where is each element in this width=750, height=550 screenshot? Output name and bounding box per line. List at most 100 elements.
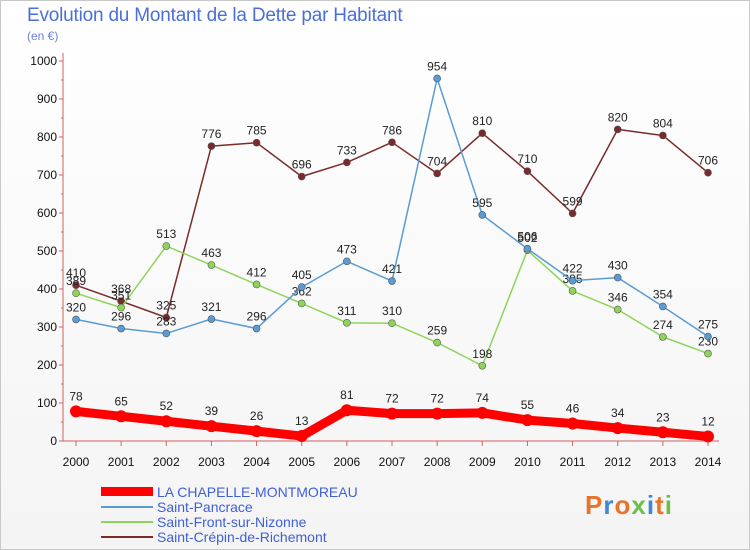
data-point <box>704 332 712 341</box>
data-point <box>297 283 306 291</box>
data-label: 274 <box>653 318 673 332</box>
legend-label: Saint-Front-sur-Nizonne <box>157 514 307 530</box>
data-label: 710 <box>517 152 537 166</box>
x-tick-label: 2007 <box>379 455 406 469</box>
data-label: 78 <box>69 389 83 403</box>
data-point <box>433 74 441 83</box>
data-label: 296 <box>247 310 267 324</box>
data-label: 473 <box>337 242 357 256</box>
chart-title: Evolution du Montant de la Dette par Hab… <box>27 5 403 26</box>
data-label: 785 <box>247 124 267 138</box>
data-label: 410 <box>66 266 86 280</box>
legend-label: Saint-Pancrace <box>157 499 253 515</box>
x-tick-label: 2009 <box>469 455 496 469</box>
data-point <box>207 315 216 323</box>
brand-logo: Proxiti <box>585 490 673 521</box>
data-point <box>295 430 308 443</box>
data-point <box>656 426 669 439</box>
logo-letter: P <box>585 490 604 520</box>
data-point <box>568 209 577 218</box>
data-label: 954 <box>427 59 447 73</box>
data-point <box>297 172 306 181</box>
y-tick-label: 300 <box>37 320 57 334</box>
logo-letter: i <box>646 490 656 520</box>
data-label: 595 <box>472 196 492 210</box>
data-label: 368 <box>111 282 131 296</box>
chart-unit: (en €) <box>27 29 59 43</box>
y-tick-label: 600 <box>37 206 57 220</box>
data-label: 39 <box>205 404 219 418</box>
logo-letter: r <box>603 490 615 520</box>
x-tick-label: 2012 <box>604 455 631 469</box>
data-label: 506 <box>517 230 537 244</box>
data-point <box>250 425 263 438</box>
data-label: 422 <box>563 262 583 276</box>
data-label: 72 <box>385 392 399 406</box>
data-label: 412 <box>247 265 267 279</box>
data-point <box>343 158 351 167</box>
data-point <box>478 361 487 370</box>
data-point <box>523 244 532 253</box>
data-point <box>115 410 128 423</box>
data-label: 74 <box>476 391 490 405</box>
data-point <box>162 242 171 250</box>
data-point <box>566 417 579 430</box>
data-label: 26 <box>250 409 264 423</box>
data-label: 320 <box>66 300 86 314</box>
data-point <box>613 273 622 282</box>
data-label: 325 <box>156 299 176 313</box>
data-label: 733 <box>337 143 357 157</box>
legend-swatch <box>101 536 153 538</box>
data-label: 706 <box>698 154 718 168</box>
y-tick-label: 1000 <box>30 54 57 68</box>
data-point <box>478 129 487 137</box>
data-label: 311 <box>337 304 356 318</box>
data-point <box>343 257 351 266</box>
data-label: 52 <box>160 399 174 413</box>
data-point <box>704 168 712 177</box>
data-point <box>117 324 125 333</box>
data-label: 786 <box>382 123 402 137</box>
data-point <box>433 338 441 347</box>
data-point <box>207 261 216 269</box>
data-label: 696 <box>292 158 312 172</box>
legend-label: LA CHAPELLE-MONTMOREAU <box>157 484 358 500</box>
data-point <box>521 414 534 427</box>
data-point <box>252 280 261 289</box>
legend-swatch <box>101 487 153 496</box>
data-point <box>162 313 171 322</box>
data-point <box>72 281 80 290</box>
logo-letter: i <box>664 490 673 520</box>
x-tick-label: 2004 <box>243 455 270 469</box>
x-tick-label: 2002 <box>153 455 180 469</box>
data-point <box>72 289 80 297</box>
data-point <box>252 324 261 333</box>
y-tick-label: 0 <box>50 434 57 448</box>
logo-letter: o <box>614 490 632 520</box>
data-label: 354 <box>653 287 673 301</box>
x-tick-label: 2014 <box>695 455 722 469</box>
legend-swatch <box>101 521 153 523</box>
data-point <box>568 287 577 295</box>
x-tick-label: 2011 <box>560 455 586 469</box>
data-label: 12 <box>701 414 715 428</box>
y-tick-label: 800 <box>37 130 57 144</box>
y-tick-label: 700 <box>37 168 57 182</box>
data-point <box>340 404 353 417</box>
data-label: 430 <box>608 259 628 273</box>
x-tick-label: 2005 <box>288 455 315 469</box>
x-tick-label: 2006 <box>334 455 361 469</box>
data-label: 776 <box>201 127 221 141</box>
data-point <box>568 276 577 285</box>
data-label: 463 <box>201 246 221 260</box>
data-label: 13 <box>295 414 309 428</box>
data-label: 230 <box>698 335 718 349</box>
data-point <box>117 303 125 312</box>
data-label: 81 <box>340 388 354 402</box>
data-point <box>613 305 622 314</box>
data-point <box>160 415 173 428</box>
data-label: 23 <box>656 410 670 424</box>
data-point <box>611 422 624 435</box>
